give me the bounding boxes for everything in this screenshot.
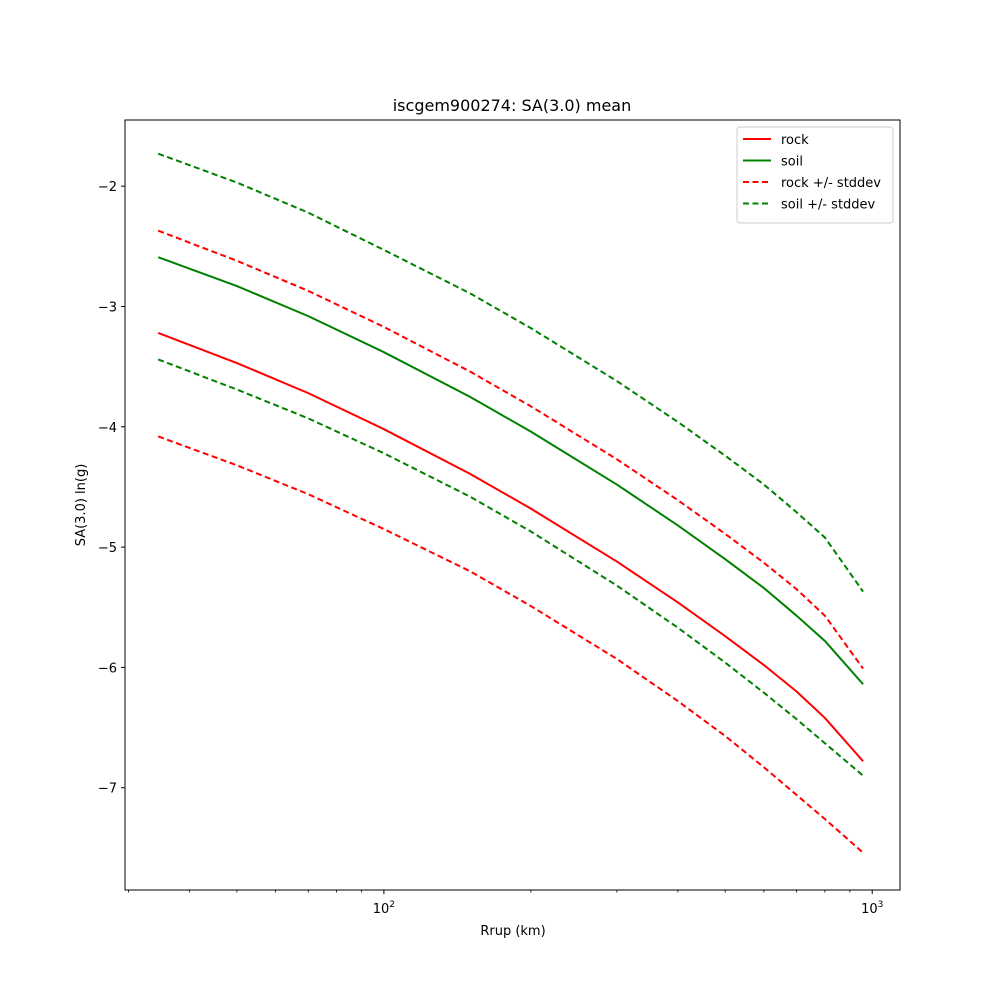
legend-label: rock xyxy=(781,133,809,148)
y-tick-label: −3 xyxy=(98,300,117,315)
series-line-2 xyxy=(157,256,864,685)
chart-title: iscgem900274: SA(3.0) mean xyxy=(393,96,632,115)
y-tick-label: −6 xyxy=(98,661,117,676)
x-axis-title: Rrup (km) xyxy=(480,924,545,939)
y-tick-label: −7 xyxy=(98,782,117,797)
series-line-4 xyxy=(157,435,864,854)
y-axis: −2 −3 −4 −5 −6 −7 xyxy=(98,180,125,797)
series-line-5 xyxy=(157,152,864,593)
y-tick-label: −5 xyxy=(98,541,117,556)
legend-box xyxy=(736,126,894,224)
y-tick-label: −4 xyxy=(98,421,117,436)
y-axis-title: SA(3.0) ln(g) xyxy=(74,464,89,547)
plot-lines xyxy=(157,152,864,854)
legend: rock soil rock +/- stddev soil +/- stddev xyxy=(736,126,894,224)
legend-label: soil +/- stddev xyxy=(781,198,876,213)
x-tick-label: 103 xyxy=(861,900,883,917)
series-line-6 xyxy=(157,358,864,777)
legend-label: rock +/- stddev xyxy=(781,176,881,191)
x-tick-label: 102 xyxy=(373,900,395,917)
series-line-3 xyxy=(157,229,864,670)
plot-frame xyxy=(124,119,901,891)
x-axis: 102 103 xyxy=(128,890,883,917)
legend-label: soil xyxy=(781,155,803,170)
series-line-1 xyxy=(157,332,864,762)
y-tick-label: −2 xyxy=(98,180,117,195)
